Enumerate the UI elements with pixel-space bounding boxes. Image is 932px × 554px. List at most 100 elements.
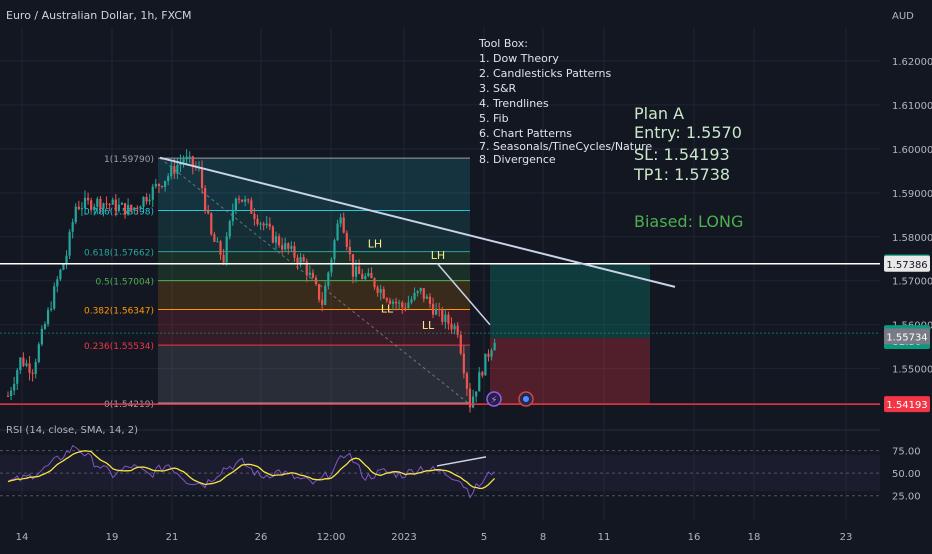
structure-label: LH [431, 249, 445, 262]
candle-body [59, 269, 62, 280]
candle-body [391, 301, 395, 304]
candle-body [167, 176, 170, 181]
candle-body [6, 395, 10, 397]
candle-body [123, 203, 127, 215]
candle-body [225, 236, 228, 263]
candle-body [419, 288, 422, 292]
plan-entry: Entry: 1.5570 [634, 123, 742, 142]
price-tag [884, 328, 930, 345]
axes: 1.62000 1.61000 1.60000 1.59000 1.58000 1.570… [0, 57, 932, 543]
candle-body [16, 370, 19, 384]
lightning-event-icon [486, 391, 502, 407]
candle-body [465, 373, 469, 389]
price-tag-label: 1.55734 [886, 332, 927, 343]
price-tick-label: 1.61000 [892, 101, 932, 112]
candle-body [117, 204, 120, 211]
time-tick-label: 8 [540, 532, 546, 543]
plan-note: Plan A Entry: 1.5570 SL: 1.54193 TP1: 1.… [633, 104, 743, 231]
candles [6, 149, 496, 413]
candle-body [438, 309, 441, 311]
candle-body [142, 196, 145, 207]
candle-body [157, 183, 161, 187]
candle-body [139, 206, 142, 209]
candle-body [247, 199, 250, 201]
candle-body [210, 213, 213, 235]
candle-body [333, 240, 336, 260]
candle-body [290, 246, 293, 249]
candle-body [130, 204, 133, 211]
candle-body [231, 210, 234, 222]
rsi-ma-line [7, 450, 496, 490]
toolbox-item: 5. Fib [479, 112, 509, 125]
candle-body [462, 353, 465, 374]
price-tag-label: 1.54193 [886, 400, 927, 411]
rsi-label: RSI (14, close, SMA, 14, 2) [6, 425, 138, 436]
stop-zone [490, 337, 650, 405]
candle-body [271, 226, 274, 243]
candle-body [373, 278, 376, 288]
time-tick-label: 18 [748, 532, 761, 543]
candle-body [471, 396, 475, 408]
candle-body [481, 372, 484, 376]
candle-body [345, 232, 348, 247]
candle-body [133, 207, 136, 211]
candle-body [428, 296, 432, 304]
time-tick-label: 12:00 [317, 532, 346, 543]
candle-body [108, 203, 111, 205]
candle-body [244, 199, 247, 202]
candle-body [114, 199, 117, 211]
candle-body [148, 199, 151, 202]
candle-body [475, 391, 478, 397]
candle-body [83, 197, 87, 209]
candle-body [216, 241, 219, 243]
price-tag [884, 396, 930, 413]
candle-body [284, 243, 287, 250]
candle-body [253, 213, 256, 219]
candle-body [37, 344, 40, 363]
toolbox-title: Tool Box: [478, 37, 528, 50]
candle-body [127, 204, 130, 215]
toolbox-item: 6. Chart Patterns [479, 127, 572, 140]
candle-body [413, 292, 416, 300]
candle-body [80, 208, 84, 210]
candle-body [56, 279, 59, 287]
candle-body [425, 296, 428, 299]
fib-level-label: 0.5(1.57004) [95, 278, 154, 288]
candle-body [25, 363, 28, 366]
candle-body [324, 285, 327, 305]
plan-tp: TP1: 1.5738 [633, 165, 730, 184]
downtrend-line [159, 156, 676, 288]
candle-body [250, 200, 253, 214]
candle-body [240, 199, 244, 202]
candle-body [388, 300, 392, 304]
candle-body [354, 266, 358, 277]
candle-body [62, 263, 65, 270]
candle-body [487, 353, 490, 357]
minor-trendline [436, 262, 491, 326]
fib-zone [158, 309, 470, 346]
candle-body [379, 289, 382, 293]
time-tick-label: 23 [840, 532, 853, 543]
candle-body [204, 188, 207, 211]
candle-body [268, 223, 271, 227]
candle-body [77, 206, 80, 210]
candle-body [435, 309, 438, 315]
candle-body [370, 272, 373, 279]
candle-body [160, 186, 164, 188]
time-tick-label: 21 [166, 532, 179, 543]
candle-body [348, 246, 351, 255]
candle-body [308, 272, 311, 275]
candle-body [478, 372, 481, 392]
candle-body [401, 302, 404, 308]
candle-body [361, 273, 364, 280]
candle-body [163, 180, 167, 187]
fib-zone [158, 210, 470, 252]
divergence-line [436, 456, 487, 467]
candle-body [367, 272, 370, 276]
candle-body [342, 217, 345, 233]
time-tick-label: 11 [598, 532, 611, 543]
time-tick-label: 14 [16, 532, 29, 543]
plan-bias: Biased: LONG [634, 212, 743, 231]
